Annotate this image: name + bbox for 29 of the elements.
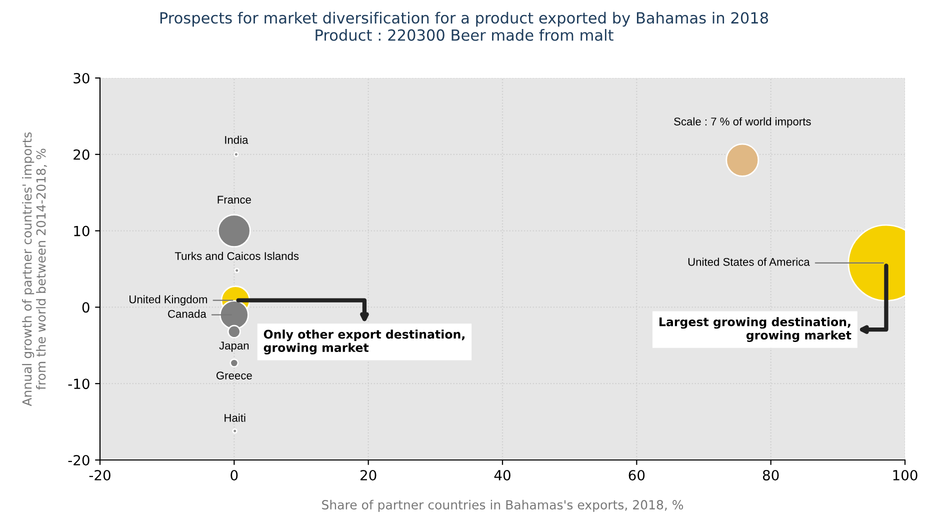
x-tick-label: 0 xyxy=(230,470,238,480)
annotation: Largest growing destination, growing market xyxy=(659,317,852,342)
annotation: United Kingdom xyxy=(130,295,207,306)
x-axis-title: Share of partner countries in Bahamas's exports, 2018, % xyxy=(322,500,684,512)
x-tick-label: -20 xyxy=(89,470,110,480)
x-tick-label: 20 xyxy=(360,470,376,480)
chart-title: Prospects for market diversification for a product exported by Bahamas in 2018 xyxy=(160,12,768,27)
y-tick-label: -20 xyxy=(68,454,90,466)
y-tick-label: 10 xyxy=(74,226,90,236)
y-tick-label: -10 xyxy=(68,378,90,390)
annotation: United States of America xyxy=(688,258,810,266)
annotation: France xyxy=(218,196,251,204)
x-tick-label: 60 xyxy=(628,470,645,480)
chart-subtitle: Product : 220300 Beer made from malt xyxy=(316,29,614,41)
legend-label: Scale : 7 % of world imports xyxy=(674,117,811,128)
annotation: Turks and Caicos Islands xyxy=(174,252,299,260)
annotation: India xyxy=(225,136,248,144)
x-tick-label: 40 xyxy=(494,470,510,480)
annotation: Haiti xyxy=(224,414,246,422)
x-tick-label: 100 xyxy=(893,470,918,480)
x-tick-label: 80 xyxy=(762,470,779,480)
annotation: Japan xyxy=(219,342,249,352)
annotation: Greece xyxy=(216,372,252,380)
y-axis-title: Annual growth of partner countries' imports from the world between 2014-2018, % xyxy=(22,132,47,406)
y-tick-label: 30 xyxy=(74,72,90,84)
annotation: Canada xyxy=(168,310,206,318)
y-tick-label: 0 xyxy=(82,302,90,313)
y-tick-label: 20 xyxy=(74,149,90,160)
annotation: Only other export destination, growing market xyxy=(264,330,464,354)
